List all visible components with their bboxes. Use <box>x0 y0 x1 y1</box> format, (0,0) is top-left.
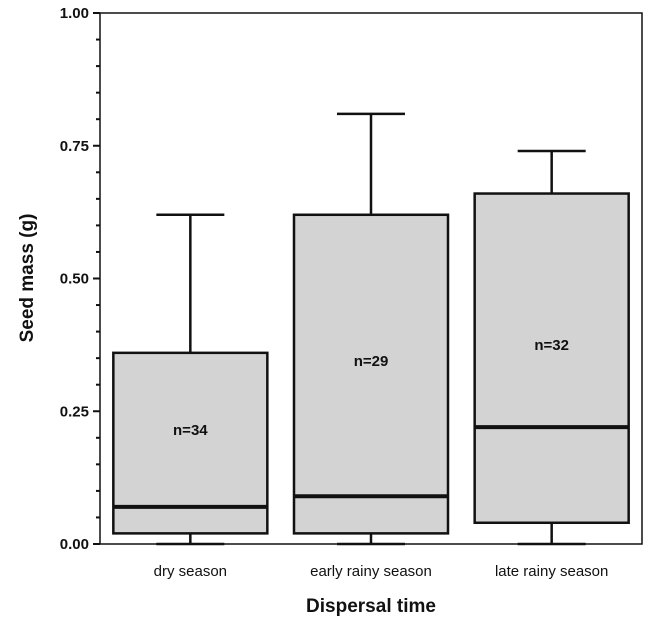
y-tick-label: 0.25 <box>60 403 89 420</box>
y-tick-label: 1.00 <box>60 5 89 22</box>
y-tick-label: 0.00 <box>60 536 89 553</box>
y-tick-label: 0.50 <box>60 271 89 288</box>
x-category-label: early rainy season <box>310 563 432 580</box>
sample-size-label: n=29 <box>354 353 389 370</box>
sample-size-label: n=32 <box>534 337 569 354</box>
x-axis-title: Dispersal time <box>306 596 436 617</box>
box-body <box>112 351 269 535</box>
box-body <box>292 213 450 535</box>
x-category-label: late rainy season <box>495 563 608 580</box>
sample-size-label: n=34 <box>173 422 208 439</box>
y-axis: 0.00 0.25 0.50 0.75 1.00 <box>60 5 100 553</box>
box-group: n=32 <box>473 149 630 546</box>
box-group: n=29 <box>292 112 450 546</box>
box-series: n=34 n=29 n=32 <box>112 112 630 546</box>
box-group: n=34 <box>112 213 269 546</box>
x-category-label: dry season <box>154 563 227 580</box>
y-tick-label: 0.75 <box>60 138 89 155</box>
x-axis: dry season early rainy season late rainy s… <box>154 563 609 580</box>
box-body <box>473 192 630 525</box>
y-axis-title: Seed mass (g) <box>17 214 38 343</box>
